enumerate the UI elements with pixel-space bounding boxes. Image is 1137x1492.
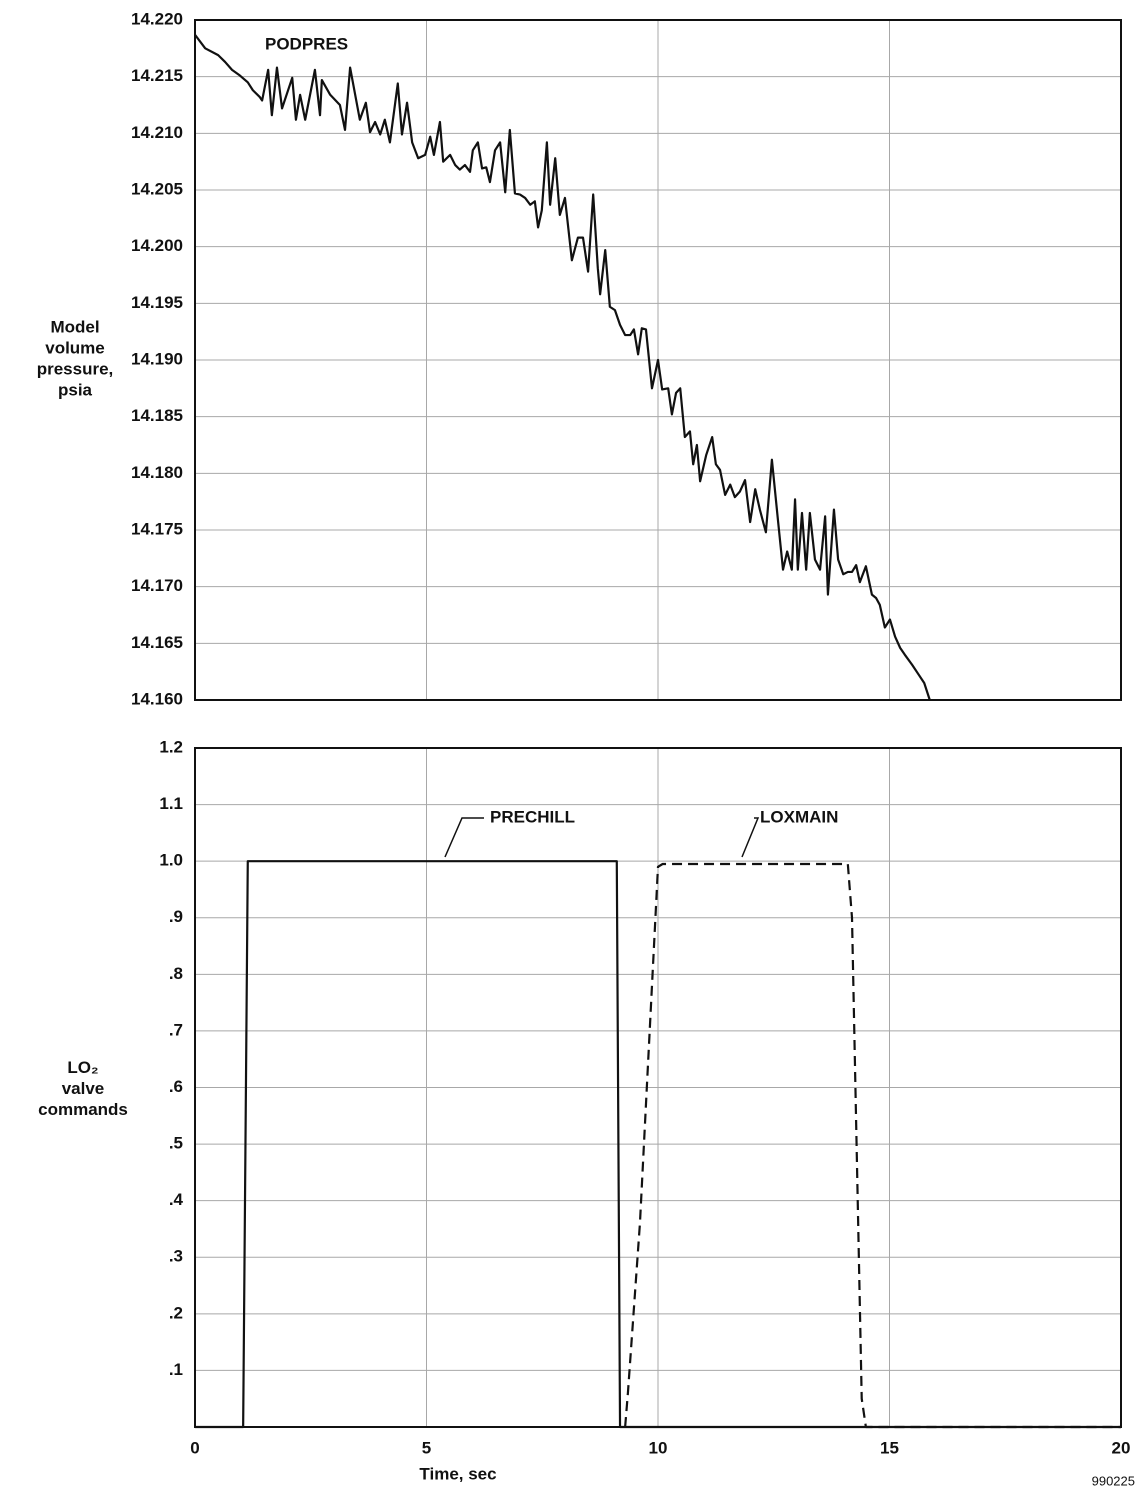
y-tick-label: 1.1 — [159, 794, 183, 813]
y-tick-label: 14.215 — [131, 66, 183, 85]
label-leader — [741, 817, 760, 858]
y-tick-label: 14.210 — [131, 123, 183, 142]
y-tick-label: .8 — [169, 964, 183, 983]
y-tick-label: .4 — [169, 1190, 184, 1209]
x-tick-label: 20 — [1112, 1438, 1131, 1457]
y-tick-label: .5 — [169, 1134, 183, 1153]
y-tick-label: 14.160 — [131, 689, 183, 708]
y-tick-label: .6 — [169, 1077, 183, 1096]
y-tick-label: 14.175 — [131, 519, 183, 538]
y-tick-label: 14.205 — [131, 179, 183, 198]
y-tick-label: 14.200 — [131, 236, 183, 255]
x-tick-label: 5 — [422, 1438, 431, 1457]
y-tick-label: 14.185 — [131, 406, 183, 425]
y-tick-label: 14.190 — [131, 349, 183, 368]
y-tick-label: .3 — [169, 1247, 183, 1266]
series-line — [194, 34, 931, 701]
y-tick-label: .1 — [169, 1360, 183, 1379]
figure-id: 990225 — [1092, 1473, 1135, 1488]
y-tick-label: 14.195 — [131, 293, 183, 312]
series-line — [195, 860, 1121, 1429]
plot-frame — [194, 19, 1122, 701]
y-axis-title: Model volume pressure, psia — [37, 318, 114, 400]
y-tick-label: 14.170 — [131, 576, 183, 595]
x-axis-title: Time, sec — [419, 1464, 496, 1483]
y-tick-label: 1.0 — [159, 851, 183, 870]
y-tick-label: .2 — [169, 1303, 183, 1322]
y-tick-label: .7 — [169, 1020, 183, 1039]
series-line — [624, 862, 1121, 1429]
y-tick-label: 14.220 — [131, 9, 183, 28]
y-tick-label: 14.180 — [131, 463, 183, 482]
x-tick-label: 0 — [190, 1438, 199, 1457]
label-leader — [444, 817, 484, 858]
series-label: PODPRES — [265, 34, 348, 53]
x-tick-label: 10 — [649, 1438, 668, 1457]
y-tick-label: .9 — [169, 907, 183, 926]
x-tick-label: 15 — [880, 1438, 899, 1457]
y-axis-title: LO₂ valve commands — [38, 1058, 128, 1119]
series-label: PRECHILL — [490, 807, 575, 826]
series-label: LOXMAIN — [760, 807, 838, 826]
y-tick-label: 1.2 — [159, 737, 183, 756]
y-tick-label: 14.165 — [131, 633, 183, 652]
